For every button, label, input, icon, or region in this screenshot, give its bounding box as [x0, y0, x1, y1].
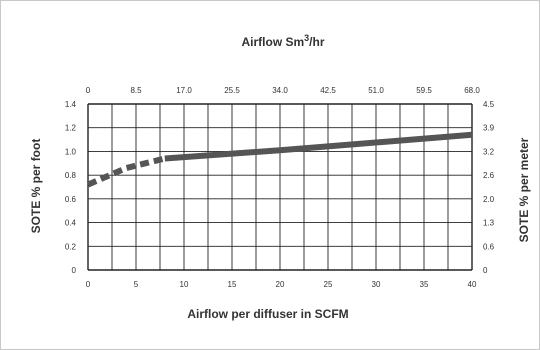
x-tick-label: 40	[468, 280, 477, 289]
x-tick-label: 25	[324, 280, 333, 289]
y2-tick-label: 0.6	[483, 242, 495, 251]
x-tick-label: 35	[420, 280, 429, 289]
top-tick-label: 34.0	[272, 86, 288, 95]
top-tick-label: 8.5	[130, 86, 142, 95]
x-tick-label: 5	[134, 280, 139, 289]
x-tick-label: 0	[86, 280, 91, 289]
y2-tick-label: 0	[483, 266, 488, 275]
y-tick-label: 0	[72, 266, 77, 275]
y-tick-label: 0.4	[65, 219, 77, 228]
y2-tick-label: 3.9	[483, 124, 495, 133]
tick-labels: 0 5 10 15 20 25 30 35 40 0 8.5 17.0 25.5 34.0 42.5 51.0…	[65, 86, 495, 289]
y2-tick-label: 4.5	[483, 100, 495, 109]
y2-tick-label: 3.2	[483, 147, 495, 156]
x-tick-label: 30	[372, 280, 381, 289]
y-tick-label: 1.4	[65, 100, 77, 109]
top-tick-label: 42.5	[320, 86, 336, 95]
grid	[87, 103, 473, 271]
y2-tick-label: 1.3	[483, 219, 495, 228]
y-tick-label: 1.0	[65, 147, 77, 156]
top-tick-label: 25.5	[224, 86, 240, 95]
y-axis-title: SOTE % per foot	[29, 139, 43, 234]
x-tick-label: 10	[180, 280, 189, 289]
y-tick-label: 0.2	[65, 242, 77, 251]
top-tick-label: 68.0	[464, 86, 480, 95]
y2-axis-title: SOTE % per meter	[517, 137, 531, 242]
top-tick-label: 0	[86, 86, 91, 95]
x-tick-label: 20	[276, 280, 285, 289]
top-tick-label: 59.5	[416, 86, 432, 95]
sote-curve-solid	[164, 131, 473, 162]
top-axis-title: Airflow Sm3/hr	[241, 33, 324, 49]
y2-tick-label: 2.0	[483, 195, 495, 204]
x-tick-label: 15	[228, 280, 237, 289]
y-tick-label: 1.2	[65, 124, 77, 133]
top-tick-label: 51.0	[368, 86, 384, 95]
series	[86, 131, 473, 188]
y-tick-label: 0.8	[65, 171, 77, 180]
y2-tick-label: 2.6	[483, 171, 495, 180]
y-tick-label: 0.6	[65, 195, 77, 204]
x-axis-title: Airflow per diffuser in SCFM	[187, 307, 348, 321]
top-tick-label: 17.0	[176, 86, 192, 95]
